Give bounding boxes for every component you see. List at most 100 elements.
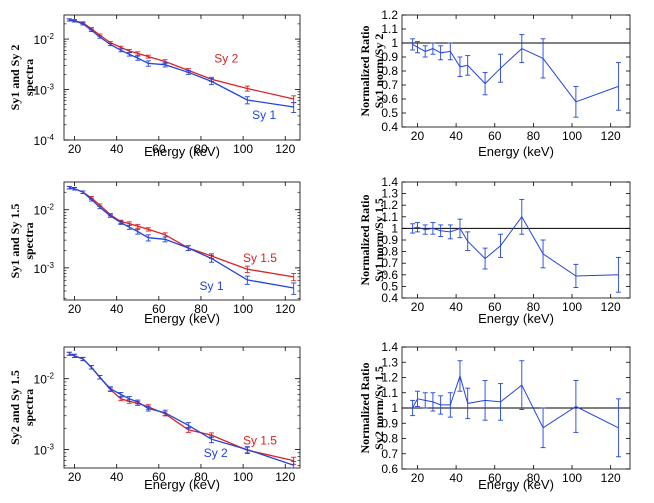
spec1-ytick-label: 10-4: [34, 133, 55, 148]
ratio1-xtick-label: 80: [527, 129, 541, 143]
ratio1-panel: 20 40 60 80 100 120 0.40.50.60.70.80.911.11.2 N…: [358, 8, 631, 159]
spec3-series-1-line: [69, 353, 294, 466]
ytick-exponent: -3: [47, 443, 55, 452]
spec1-series-label: Sy 1: [252, 108, 276, 122]
ratio1-ytick-label: 1.1: [381, 22, 398, 36]
ratio2-xtick-label: 20: [411, 300, 425, 314]
spec3-series-label: Sy 2: [204, 446, 228, 460]
ratio1-frame: [401, 14, 631, 128]
spec1-series-0-line: [69, 19, 294, 100]
ratio3-ylabel-line2: Sy2 norm/Sy 1.5: [372, 366, 386, 450]
spec2-xtick-label: 120: [275, 302, 295, 316]
ratio2-xtick-label: 120: [601, 300, 621, 314]
ratio3-xtick-label: 60: [488, 471, 502, 485]
ytick-exponent: -2: [47, 203, 55, 212]
ratio1-ylabel-line1: Normalized Ratio: [358, 26, 372, 117]
ratio2-ytick-label: 1.4: [381, 175, 398, 189]
spec3-xtick-label: 40: [110, 470, 124, 484]
spec1-xtick-label: 100: [233, 142, 253, 156]
spec1-xtick-label: 40: [110, 142, 124, 156]
ytick-exponent: -2: [47, 32, 55, 41]
ratio2-xtick-label: 40: [449, 300, 463, 314]
spec3-series-label: Sy 1.5: [243, 433, 277, 447]
spec3-ylabel-line1: Sy2 and Sy 1.5: [8, 370, 22, 445]
spec3-xlabel: Energy (keV): [144, 477, 220, 492]
ratio3-series-0-line: [412, 374, 619, 429]
ratio3-panel: 20 40 60 80 100 120 0.60.70.8 0.911.11.2 1.31.4 N…: [358, 340, 631, 492]
spec3-ylabel-line2: spectra: [22, 389, 36, 426]
spec3-xtick-label: 100: [233, 470, 253, 484]
ytick-exponent: -3: [47, 83, 55, 92]
ratio3-ytick-label: 1.1: [381, 386, 398, 400]
spec1-series-label: Sy 2: [214, 52, 238, 66]
ytick-base: 10: [34, 204, 48, 218]
spec2-xlabel: Energy (keV): [144, 311, 220, 326]
ratio1-xtick-label: 120: [601, 129, 621, 143]
ratio3-xtick-label: 100: [562, 471, 582, 485]
spec1-xtick-label: 120: [275, 142, 295, 156]
ratio3-xlabel: Energy (keV): [478, 477, 554, 492]
ratio3-ytick-label: 1: [391, 401, 398, 415]
spec1-ylabel-line2: spectra: [22, 59, 36, 96]
spec1-ylabel-line1: Sy1 and Sy 2: [8, 45, 22, 111]
ratio1-ytick-label: 0.5: [381, 106, 398, 120]
spec2-ytick-label: 10-2: [34, 203, 55, 218]
ratio2-xlabel: Energy (keV): [478, 311, 554, 326]
ratio2-xtick-label: 100: [562, 300, 582, 314]
ytick-base: 10: [34, 444, 48, 458]
ratio2-ytick-label: 0.5: [381, 279, 398, 293]
spec2-ylabel-line1: Sy1 and Sy 1.5: [8, 204, 22, 279]
spec1-frame: [63, 14, 301, 141]
ratio3-xtick-label: 40: [449, 471, 463, 485]
spec2-xtick-label: 80: [194, 302, 208, 316]
ratio1-xtick-label: 100: [562, 129, 582, 143]
ratio2-ytick-label: 0.4: [381, 291, 398, 305]
ratio2-frame: [401, 181, 631, 299]
ratio3-ytick-label: 0.6: [381, 462, 398, 476]
spec1-series-1-line: [69, 19, 294, 108]
spec1-xtick-label: 20: [68, 142, 82, 156]
spec1-xtick-label: 80: [194, 142, 208, 156]
ratio1-xtick-label: 20: [411, 129, 425, 143]
ratio2-ytick-label: 1.2: [381, 198, 398, 212]
ratio1-xtick-label: 40: [449, 129, 463, 143]
ratio1-ytick-label: 0.4: [381, 120, 398, 134]
ratio3-ytick-label: 0.7: [381, 447, 398, 461]
spec2-xtick-label: 60: [152, 302, 166, 316]
spec3-xtick-label: 60: [152, 470, 166, 484]
ytick-exponent: -2: [47, 372, 55, 381]
spec2-series-1-line: [69, 186, 294, 289]
ytick-base: 10: [34, 134, 48, 148]
spec3-ytick-label: 10-3: [34, 443, 55, 458]
ratio2-ytick-label: 0.9: [381, 233, 398, 247]
ratio2-panel: 20 40 60 80 100 1200.40.50.60.70.80.911.11.21…: [358, 175, 631, 326]
ratio2-ylabel-line1: Normalized Ratio: [358, 195, 372, 286]
ratio3-ylabel-line1: Normalized Ratio: [358, 363, 372, 454]
ratio1-xlabel: Energy (keV): [478, 144, 554, 159]
ratio2-series-0-line: [412, 215, 619, 277]
spec1-xlabel: Energy (keV): [144, 144, 220, 159]
spec2-xtick-label: 40: [110, 302, 124, 316]
ratio1-ytick-label: 0.8: [381, 64, 398, 78]
ratio3-ytick-label: 1.3: [381, 355, 398, 369]
ratio3-ytick-label: 0.8: [381, 432, 398, 446]
ratio2-ytick-label: 0.6: [381, 268, 398, 282]
ratio2-ytick-label: 0.8: [381, 245, 398, 259]
ytick-exponent: -4: [47, 133, 55, 142]
spec3-xtick-label: 120: [275, 470, 295, 484]
ratio1-ylabel-line2: Sy1 norm/Sy 2: [372, 34, 386, 109]
ratio3-ytick-label: 1.2: [381, 371, 398, 385]
spec3-xtick-label: 80: [194, 470, 208, 484]
spec2-series-label: Sy 1: [199, 279, 223, 293]
spec1-ytick-label: 10-2: [34, 32, 55, 47]
spec2-ytick-label: 10-3: [34, 261, 55, 276]
ratio3-ytick-label: 0.9: [381, 416, 398, 430]
ratio1-ytick-label: 0.7: [381, 78, 398, 92]
ratio1-xtick-label: 60: [488, 129, 502, 143]
ratio2-xtick-label: 80: [527, 300, 541, 314]
ratio3-ytick-label: 1.4: [381, 340, 398, 354]
